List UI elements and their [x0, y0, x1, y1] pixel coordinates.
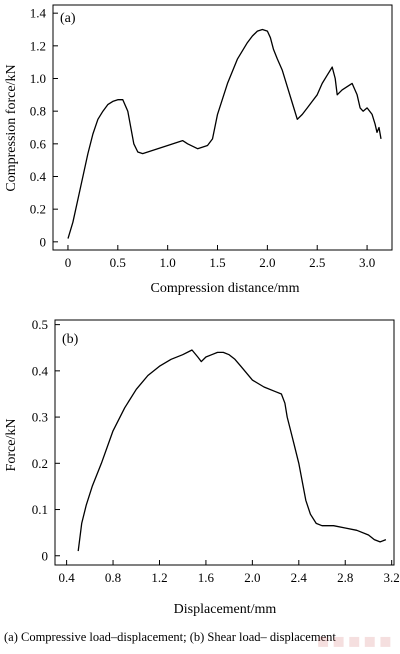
y-tick-label: 0.4 — [30, 169, 47, 184]
x-tick-label: 1.5 — [209, 255, 225, 270]
y-tick-label: 0.4 — [32, 363, 49, 378]
data-series-line — [67, 28, 382, 239]
y-tick-label: 0.5 — [32, 317, 48, 332]
x-tick-label: 0.8 — [105, 570, 121, 585]
x-tick-label: 3.0 — [359, 255, 375, 270]
data-series-line — [77, 349, 387, 552]
y-tick-label: 1.4 — [30, 6, 47, 21]
x-tick-label: 0.5 — [110, 255, 126, 270]
y-tick-label: 0.2 — [30, 202, 46, 217]
y-tick-label: 0.1 — [32, 502, 48, 517]
y-tick-labels: 0 0.2 0.4 0.6 0.8 1.0 1.2 1.4 — [30, 6, 47, 250]
figure-caption: (a) Compressive load–displacement; (b) S… — [4, 630, 336, 644]
x-tick-labels: 0.4 0.8 1.2 1.6 2.0 2.4 2.8 3.2 — [58, 570, 399, 585]
x-tick-label: 1.0 — [160, 255, 176, 270]
plot-frame — [52, 4, 393, 251]
y-tick-label: 0.8 — [30, 104, 46, 119]
x-tick-labels: 0 0.5 1.0 1.5 2.0 2.5 3.0 — [65, 255, 375, 270]
x-tick-label: 1.2 — [151, 570, 167, 585]
tick-marks — [53, 12, 368, 250]
panel-label: (a) — [60, 11, 76, 26]
x-tick-label: 2.4 — [291, 570, 308, 585]
panel-label: (b) — [62, 332, 79, 347]
figure: 0 0.5 1.0 1.5 2.0 2.5 3.0 0 0.2 0.4 0.6 0.8 1.0 1.2 1… — [4, 4, 400, 617]
y-tick-label: 1.2 — [30, 38, 46, 53]
y-tick-label: 1.0 — [30, 71, 46, 86]
y-tick-label: 0.6 — [30, 136, 47, 151]
x-tick-label: 1.6 — [198, 570, 215, 585]
chart-panel-a: 0 0.5 1.0 1.5 2.0 2.5 3.0 0 0.2 0.4 0.6 0.8 1.0 1.2 1… — [4, 4, 393, 296]
y-axis-label: Compression force/kN — [4, 64, 19, 191]
y-axis-label: Force/kN — [4, 419, 19, 472]
x-tick-label: 2.5 — [309, 255, 325, 270]
plot-frame — [54, 319, 395, 566]
x-tick-label: 0 — [65, 255, 72, 270]
y-tick-label: 0 — [42, 548, 49, 563]
y-tick-label: 0.2 — [32, 456, 48, 471]
x-tick-label: 2.8 — [337, 570, 353, 585]
x-tick-label: 0.4 — [58, 570, 75, 585]
x-axis-label: Displacement/mm — [174, 602, 277, 617]
watermark: ▪▪▪▪▪ — [316, 628, 394, 652]
x-tick-label: 3.2 — [384, 570, 400, 585]
y-tick-label: 0 — [40, 234, 47, 249]
x-tick-label: 2.0 — [259, 255, 275, 270]
x-axis-label: Compression distance/mm — [151, 281, 300, 296]
y-tick-labels: 0 0.1 0.2 0.3 0.4 0.5 — [32, 317, 49, 563]
x-tick-label: 2.0 — [244, 570, 260, 585]
y-tick-label: 0.3 — [32, 410, 48, 425]
chart-panel-b: 0.4 0.8 1.2 1.6 2.0 2.4 2.8 3.2 00.10.20.30.40.… — [4, 317, 400, 617]
tick-marks — [55, 324, 393, 565]
